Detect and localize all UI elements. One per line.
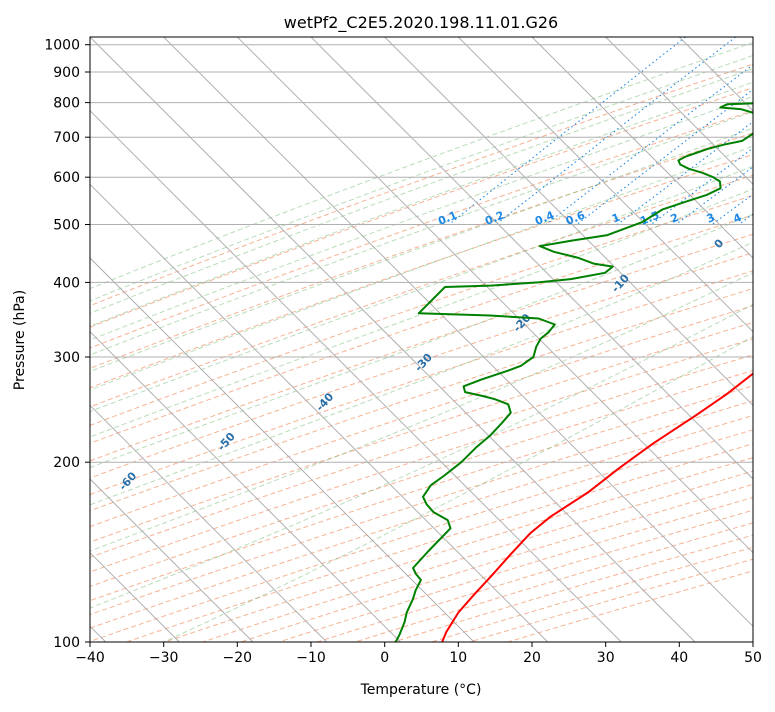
- dry-adiabat-line: [0, 37, 775, 642]
- isotherm-line: [164, 37, 769, 642]
- dry-adiabat-label: -30: [412, 351, 435, 375]
- x-axis-title: Temperature (°C): [360, 682, 482, 698]
- isotherm-line: [0, 37, 400, 642]
- mixing-ratio-label: 0.6: [564, 208, 587, 227]
- x-tick-label: 20: [523, 650, 541, 666]
- dry-adiabat-label: -70: [18, 509, 41, 533]
- dewpoint-profile-line: [396, 45, 775, 642]
- dry-adiabat-line: [393, 37, 775, 642]
- mixing-ratio-line: [577, 37, 775, 225]
- dry-adiabat-line: [203, 37, 775, 642]
- chart-title: wetPf2_C2E5.2020.198.11.01.G26: [284, 13, 558, 33]
- mixing-ratio-label: 0.1: [436, 209, 459, 228]
- y-tick-label: 500: [53, 218, 80, 234]
- x-tick-label: −30: [149, 650, 179, 666]
- isotherm-line: [679, 37, 775, 642]
- x-tick-label: 10: [449, 650, 467, 666]
- x-tick-label: −40: [75, 650, 105, 666]
- dry-adiabat-label: -20: [511, 311, 534, 335]
- isotherm-line: [753, 37, 775, 642]
- mixing-ratio-line: [546, 37, 775, 225]
- dry-adiabat-line: [0, 37, 775, 642]
- mixing-ratio-label: 0.2: [483, 209, 506, 228]
- dry-adiabat-line: [0, 37, 775, 642]
- isotherm-line: [0, 37, 253, 642]
- y-tick-label: 100: [53, 635, 80, 651]
- dry-adiabat-line: [0, 37, 775, 642]
- dry-adiabat-line: [12, 37, 775, 642]
- isotherm-line: [606, 37, 775, 642]
- background-lines: [0, 37, 775, 642]
- dry-adiabat-line: [0, 37, 775, 642]
- y-tick-label: 300: [53, 350, 80, 366]
- isotherm-line: [90, 37, 695, 642]
- dry-adiabat-line: [0, 37, 775, 642]
- dry-adiabat-line: [241, 37, 775, 642]
- y-tick-label: 1000: [44, 38, 80, 54]
- isotherm-line: [0, 37, 327, 642]
- dry-adiabat-line: [317, 37, 775, 642]
- isotherm-line: [311, 37, 775, 642]
- isotherm-line: [458, 37, 775, 642]
- mixing-ratio-line: [712, 37, 775, 225]
- mixing-ratio-label: 3: [705, 211, 717, 226]
- y-tick-label: 900: [53, 65, 80, 81]
- dry-adiabat-label: -40: [313, 390, 336, 414]
- x-tick-label: 30: [597, 650, 615, 666]
- moist-adiabat-line: [72, 37, 768, 296]
- moist-adiabat-line: [0, 37, 775, 462]
- dry-adiabat-line: [355, 37, 775, 642]
- mixing-ratio-line: [739, 37, 775, 225]
- dry-adiabat-line: [0, 37, 775, 642]
- y-tick-label: 200: [53, 455, 80, 471]
- x-tick-label: −10: [296, 650, 326, 666]
- dry-adiabat-label: -10: [609, 271, 632, 295]
- mixing-ratio-label: 4: [731, 211, 743, 226]
- dry-adiabat-line: [0, 37, 775, 642]
- moist-adiabat-line: [0, 37, 775, 642]
- moist-adiabat-line: [0, 37, 775, 490]
- dry-adiabat-line: [0, 37, 775, 642]
- dry-adiabat-line: [0, 37, 775, 642]
- dry-adiabat-label: -60: [116, 469, 139, 493]
- x-tick-label: 0: [380, 650, 389, 666]
- x-tick-label: 40: [670, 650, 688, 666]
- line-labels: 0.10.20.40.611.52346810131620253036-100-…: [0, 70, 775, 655]
- grid-lines: [0, 37, 775, 642]
- dry-adiabat-line: [0, 37, 775, 642]
- moist-adiabat-line: [3, 37, 775, 642]
- mixing-ratio-line: [449, 37, 686, 225]
- dry-adiabat-line: [0, 37, 775, 642]
- dry-adiabat-line: [0, 37, 775, 642]
- dry-adiabat-line: [432, 37, 775, 642]
- mixing-ratio-line: [651, 37, 775, 225]
- dry-adiabat-line: [0, 37, 775, 642]
- mixing-ratio-label: 6: [770, 211, 775, 226]
- dry-adiabat-label: 0: [712, 236, 727, 251]
- plot-frame: [90, 37, 753, 642]
- y-tick-label: 800: [53, 96, 80, 112]
- dry-adiabat-line: [0, 37, 775, 642]
- dry-adiabat-line: [0, 37, 775, 642]
- y-tick-label: 400: [53, 275, 80, 291]
- moist-adiabat-line: [0, 37, 775, 642]
- moist-adiabat-line: [164, 37, 775, 642]
- y-axis-title: Pressure (hPa): [12, 290, 28, 390]
- moist-adiabat-line: [0, 37, 775, 574]
- dry-adiabat-label: -50: [215, 430, 238, 454]
- profile-series: [396, 42, 775, 642]
- dry-adiabat-line: [0, 37, 775, 642]
- y-tick-label: 700: [53, 130, 80, 146]
- y-tick-label: 600: [53, 170, 80, 186]
- x-tick-label: 50: [744, 650, 762, 666]
- dry-adiabat-line: [0, 37, 775, 642]
- x-tick-label: −20: [223, 650, 253, 666]
- mixing-ratio-label: 0.4: [533, 208, 556, 227]
- mixing-ratio-label: 1: [610, 211, 622, 226]
- dry-adiabat-line: [165, 37, 775, 642]
